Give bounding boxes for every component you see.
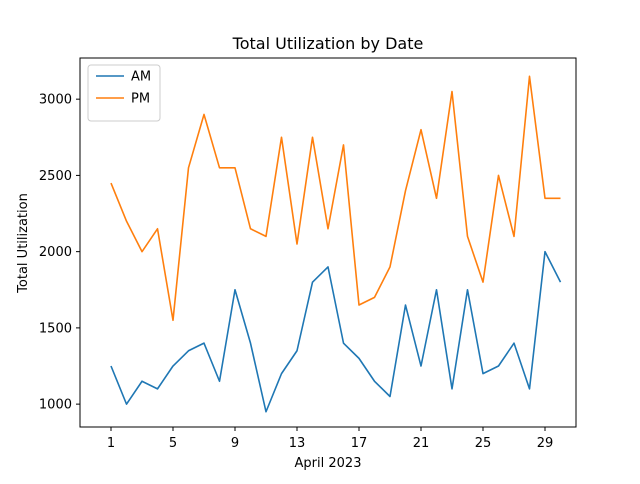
- x-tick-label: 9: [231, 436, 239, 451]
- x-tick-label: 21: [413, 436, 430, 451]
- series-group: [110, 75, 562, 413]
- y-tick-label: 2000: [39, 245, 72, 260]
- legend: AM PM: [87, 64, 161, 122]
- y-axis-label: Total Utilization: [16, 193, 31, 294]
- x-axis-label: April 2023: [295, 456, 362, 471]
- x-tick-label: 25: [475, 436, 492, 451]
- legend-label-pm: PM: [131, 92, 150, 107]
- x-tick-label: 1: [107, 436, 115, 451]
- y-axis-ticks: 1000 1500 2000 2500 3000: [39, 93, 80, 413]
- series-line-am: [110, 250, 562, 413]
- plot-area-frame: [79, 57, 577, 428]
- legend-box: [87, 64, 161, 122]
- x-tick-label: 5: [169, 436, 177, 451]
- y-tick-label: 1500: [39, 321, 72, 336]
- chart-title: Total Utilization by Date: [232, 34, 424, 53]
- x-axis-ticks: 1 5 9 13 17 21 25 29: [107, 427, 553, 451]
- y-tick-label: 1000: [39, 398, 72, 413]
- legend-label-am: AM: [131, 70, 151, 85]
- x-tick-label: 29: [537, 436, 554, 451]
- series-line-pm: [110, 75, 561, 322]
- x-tick-label: 17: [351, 436, 368, 451]
- x-tick-label: 13: [289, 436, 306, 451]
- y-tick-label: 2500: [39, 169, 72, 184]
- y-tick-label: 3000: [39, 93, 72, 108]
